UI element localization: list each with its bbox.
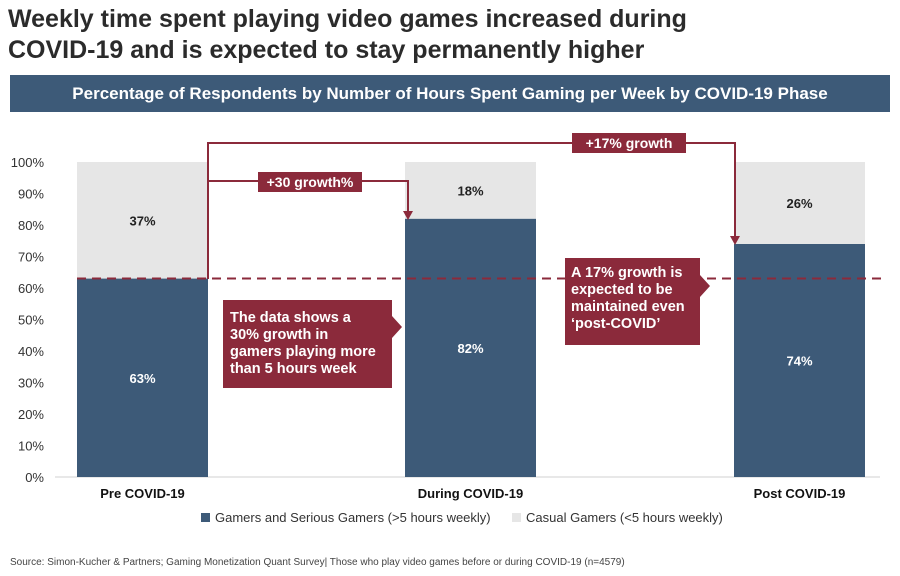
growth-badge-during: [258, 172, 362, 192]
y-axis: 0% 10% 20% 30% 40% 50% 60% 70% 80% 90% 100%: [11, 155, 880, 485]
growth-arrowhead-post: [730, 236, 740, 245]
y-tick-label: 60%: [18, 281, 44, 296]
data-label-serious-gamers: 82%: [457, 341, 483, 356]
y-tick-label: 100%: [11, 155, 45, 170]
growth-badge-post: [572, 133, 686, 153]
data-label-casual-gamers: 18%: [457, 183, 483, 198]
page-title: Weekly time spent playing video games in…: [8, 4, 888, 66]
data-label-casual-gamers: 26%: [786, 196, 812, 211]
y-tick-label: 50%: [18, 313, 44, 328]
y-tick-label: 90%: [18, 187, 44, 202]
callout-left-line-1: The data shows a: [230, 310, 352, 326]
bar-casual-gamers: [77, 162, 208, 279]
callout-left-line-4: than 5 hours week: [230, 361, 357, 377]
data-label-serious-gamers: 63%: [129, 371, 155, 386]
callout-left-line-3: gamers playing more: [230, 344, 376, 360]
callout-right-line-1: A 17% growth is: [571, 265, 682, 281]
growth-arrowhead-during: [403, 211, 413, 220]
y-tick-label: 0%: [25, 470, 44, 485]
growth-badge-post-label: +17% growth: [586, 135, 673, 151]
callout-right-line-3: maintained even: [571, 299, 685, 315]
bar-casual-gamers: [405, 162, 536, 219]
source-note: Source: Simon-Kucher & Partners; Gaming …: [10, 557, 625, 568]
y-tick-label: 30%: [18, 376, 44, 391]
bar-serious-gamers: [77, 278, 208, 477]
legend-item-casual-gamers-label: Casual Gamers (<5 hours weekly): [526, 510, 723, 525]
data-label-serious-gamers: 74%: [786, 353, 812, 368]
callout-left-line-2: 30% growth in: [230, 327, 328, 343]
bars: 63% 37% Pre COVID-19 82% 18% During COVID-19 7…: [77, 162, 865, 501]
growth-badge-during-label: +30 growth%: [267, 174, 354, 190]
legend: Gamers and Serious Gamers (>5 hours week…: [201, 510, 723, 525]
callout-right-line-4: ‘post-COVID’: [571, 316, 660, 332]
legend-item-serious-gamers-label: Gamers and Serious Gamers (>5 hours week…: [215, 510, 491, 525]
legend-item-casual-gamers-swatch: [512, 513, 521, 522]
bar-casual-gamers: [734, 162, 865, 244]
bar-serious-gamers: [734, 243, 865, 477]
y-tick-label: 80%: [18, 218, 44, 233]
title-line-1: Weekly time spent playing video games in…: [8, 5, 687, 33]
callout-right-box: [565, 258, 710, 345]
chart-title-banner: Percentage of Respondents by Number of H…: [10, 75, 890, 112]
y-tick-label: 10%: [18, 439, 44, 454]
callout-left-box: [223, 300, 402, 388]
category-label: Post COVID-19: [754, 486, 846, 501]
y-tick-label: 20%: [18, 407, 44, 422]
callout-right-line-2: expected to be: [571, 282, 673, 298]
data-label-casual-gamers: 37%: [129, 213, 155, 228]
bar-serious-gamers: [405, 218, 536, 477]
title-line-2: COVID-19 and is expected to stay permane…: [8, 36, 645, 64]
annotations: +30 growth% +17% growth The data shows a…: [207, 133, 740, 388]
y-tick-label: 70%: [18, 250, 44, 265]
growth-arrow-post: [207, 142, 736, 279]
y-tick-label: 40%: [18, 344, 44, 359]
category-label: During COVID-19: [418, 486, 523, 501]
category-label: Pre COVID-19: [100, 486, 185, 501]
legend-item-serious-gamers-swatch: [201, 513, 210, 522]
